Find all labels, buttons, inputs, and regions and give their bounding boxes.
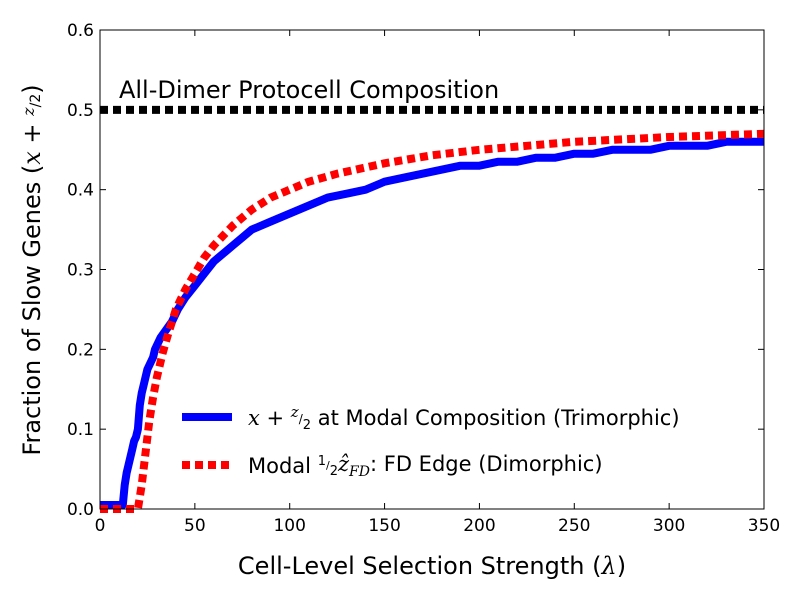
legend-label-dimorphic: Modal 1/2ẑFD: FD Edge (Dimorphic) <box>248 452 603 480</box>
x-tick-label: 150 <box>368 516 400 536</box>
x-tick-label: 100 <box>273 516 305 536</box>
plot-area <box>100 105 765 513</box>
legend-label-trimorphic: x + z/2 at Modal Composition (Trimorphic… <box>248 403 680 433</box>
axis-ticks: 0 50 100 150 200 250 300 350 0.0 0.1 0.2 0.3 0.4 0.5 0… <box>67 21 780 536</box>
annotation-all-dimer: All-Dimer Protocell Composition <box>119 76 499 104</box>
x-tick-label: 50 <box>184 516 206 536</box>
y-tick-label: 0.0 <box>67 500 94 520</box>
x-tick-label: 200 <box>463 516 495 536</box>
x-tick-label: 350 <box>748 516 780 536</box>
x-tick-label: 300 <box>653 516 685 536</box>
y-tick-label: 0.4 <box>67 181 94 201</box>
legend: x + z/2 at Modal Composition (Trimorphic… <box>182 403 680 480</box>
y-tick-label: 0.2 <box>67 340 94 360</box>
series-line-trimorphic <box>100 137 764 509</box>
x-axis-title: Cell-Level Selection Strength (λ) <box>238 552 626 580</box>
y-tick-label: 0.1 <box>67 420 94 440</box>
x-tick-label: 250 <box>558 516 590 536</box>
y-tick-label: 0.5 <box>67 101 94 121</box>
series-line-dimorphic <box>100 129 765 513</box>
y-tick-label: 0.3 <box>67 261 94 281</box>
y-tick-label: 0.6 <box>67 21 94 41</box>
y-axis-title: Fraction of Slow Genes (x + z/2) <box>18 84 46 455</box>
x-tick-label: 0 <box>95 516 106 536</box>
